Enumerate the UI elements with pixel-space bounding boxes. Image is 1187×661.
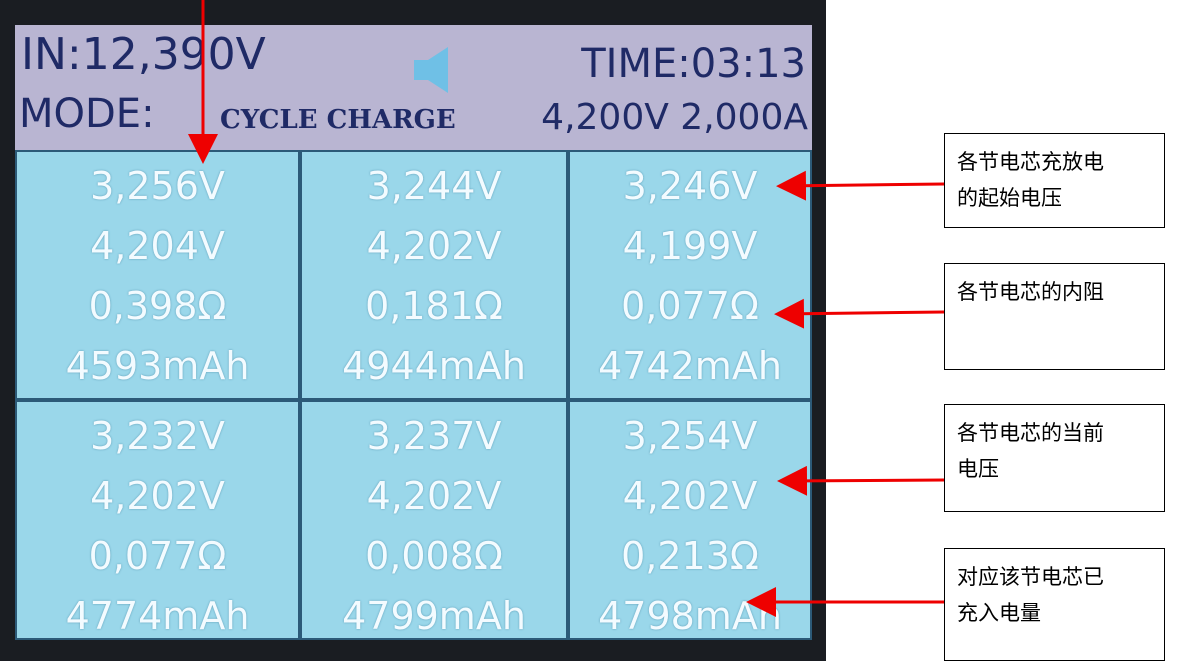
cell-reading: 4,202V [366,224,502,268]
cell-grid: 3,256V 4,204V 0,398Ω 4593mAh 3,244V 4,202V 0,1… [15,150,812,640]
cell-reading: 0,008Ω [365,534,503,578]
status-header: IN:12,390V TIME:03:13 MODE: CYCLE CHARGE… [15,25,812,150]
mode-value: CYCLE CHARGE [220,105,456,135]
cell-reading: 4,202V [622,474,758,518]
cell-reading: 3,237V [366,414,502,458]
cell: 3,237V 4,202V 0,008Ω 4799mAh [300,400,568,640]
charge-setting: 4,200V 2,000A [541,97,808,138]
cell: 3,244V 4,202V 0,181Ω 4944mAh [300,150,568,400]
cell: 3,256V 4,204V 0,398Ω 4593mAh [15,150,300,400]
lcd-screen: IN:12,390V TIME:03:13 MODE: CYCLE CHARGE… [15,25,812,640]
cell: 3,254V 4,202V 0,213Ω 4798mAh [568,400,812,640]
cell-reading: 4,202V [90,474,225,518]
cell-reading: 4,204V [90,224,225,268]
annotation-text: 电压 [957,457,999,481]
annotation-box: 各节电芯的内阻 [944,263,1165,370]
cell: 3,232V 4,202V 0,077Ω 4774mAh [15,400,300,640]
cell-reading: 0,213Ω [621,534,759,578]
speaker-icon [414,47,448,93]
cell-reading: 4774mAh [65,594,250,638]
cell-reading: 4,202V [366,474,502,518]
input-voltage: IN:12,390V [21,29,266,80]
annotation-text: 各节电芯充放电 [957,150,1104,174]
annotation-text: 充入电量 [957,601,1041,625]
annotation-box: 各节电芯充放电 的起始电压 [944,133,1165,228]
cell-reading: 3,256V [90,164,225,208]
annotation-text: 各节电芯的内阻 [957,280,1104,304]
cell-reading: 4742mAh [598,344,782,388]
timer: TIME:03:13 [581,41,806,87]
cell-reading: 3,246V [622,164,758,208]
cell: 3,246V 4,199V 0,077Ω 4742mAh [568,150,812,400]
cell-reading: 3,254V [622,414,758,458]
annotation-text: 对应该节电芯已 [957,565,1104,589]
annotation-box: 各节电芯的当前 电压 [944,404,1165,512]
cell-reading: 4593mAh [65,344,250,388]
lcd-bezel: IN:12,390V TIME:03:13 MODE: CYCLE CHARGE… [0,0,826,661]
annotation-box: 对应该节电芯已 充入电量 [944,548,1165,661]
arrow [776,170,945,201]
arrow [777,465,945,496]
cell-reading: 4,199V [622,224,758,268]
mode-label: MODE: [19,91,155,137]
cell-reading: 0,077Ω [88,534,227,578]
cell-reading: 4944mAh [342,344,526,388]
annotation-text: 各节电芯的当前 [957,421,1104,445]
cell-reading: 3,232V [90,414,225,458]
cell-reading: 3,244V [366,164,502,208]
cell-reading: 0,181Ω [365,284,503,328]
arrow [774,298,945,329]
cell-reading: 4799mAh [342,594,526,638]
annotation-text: 的起始电压 [957,186,1062,210]
cell-reading: 0,077Ω [621,284,759,328]
cell-reading: 0,398Ω [88,284,227,328]
